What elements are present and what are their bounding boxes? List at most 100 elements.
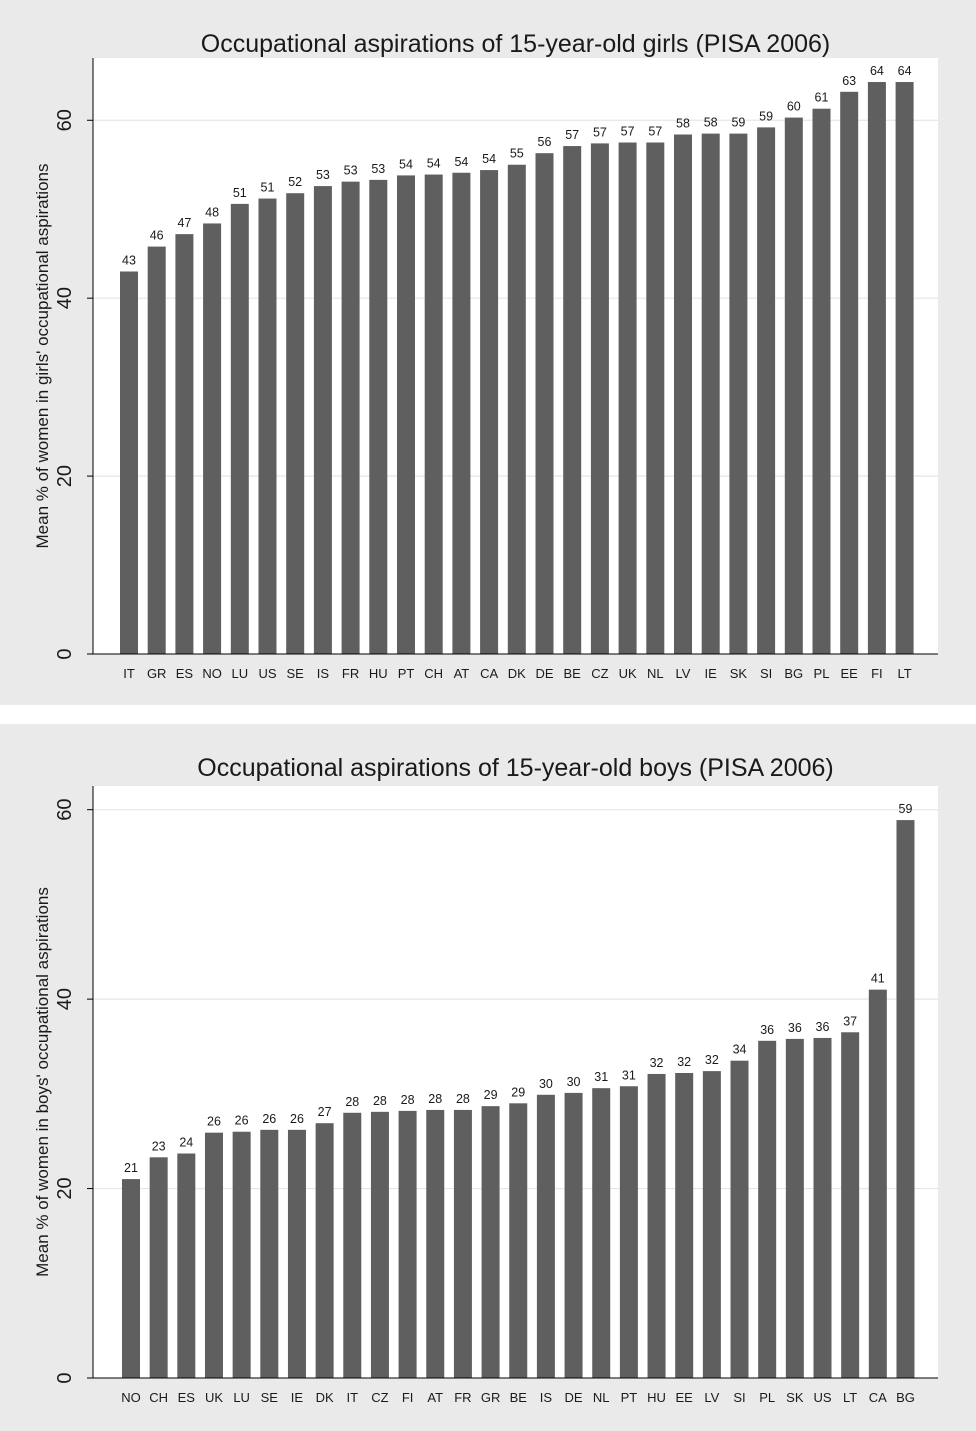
bar-value-label: 63 [842,74,856,88]
bar-value-label: 51 [261,181,275,195]
x-category-label: PL [759,1390,775,1405]
x-category-label: CH [424,666,443,681]
bar [618,142,637,655]
x-category-label: IE [705,666,718,681]
bar-value-label: 60 [787,100,801,114]
bar-value-label: 54 [427,157,441,171]
bar [536,1094,555,1378]
y-tick-label: 20 [54,1177,76,1199]
x-category-label: BE [564,666,582,681]
x-category-label: HU [647,1390,666,1405]
bar [590,143,609,654]
x-category-label: LV [676,666,691,681]
bar [813,1037,832,1378]
bar [398,1110,417,1378]
x-category-label: AT [427,1390,443,1405]
x-category-label: IS [540,1390,553,1405]
bar-value-label: 32 [705,1053,719,1067]
bar [896,820,915,1378]
bar [341,181,360,654]
boys-chart: Occupational aspirations of 15-year-old … [33,754,938,1405]
x-category-label: NO [202,666,222,681]
bar [453,1109,472,1378]
y-axis-label: Mean % of women in girls' occupational a… [33,164,52,549]
bar-value-label: 36 [788,1021,802,1035]
bar-value-label: 58 [676,117,690,131]
bar-value-label: 64 [898,64,912,78]
bar-value-label: 21 [124,1161,138,1175]
bar-value-label: 53 [371,162,385,176]
bar [702,1071,721,1378]
bar-value-label: 43 [122,253,136,267]
x-category-label: FR [454,1390,471,1405]
bar [646,142,665,655]
bar [729,133,748,654]
x-category-label: CZ [371,1390,388,1405]
bar-value-label: 58 [704,116,718,130]
bar-value-label: 57 [648,125,662,139]
bar [204,1132,223,1378]
bar [867,82,886,654]
bar [313,186,332,654]
bar [343,1112,362,1378]
x-category-label: LT [843,1390,857,1405]
bar-value-label: 61 [815,91,829,105]
bar-value-label: 36 [760,1023,774,1037]
bar-value-label: 26 [207,1115,221,1129]
bar [120,271,138,654]
x-category-label: NL [593,1390,610,1405]
bar-value-label: 24 [179,1136,193,1150]
x-category-label: NL [647,666,664,681]
bar-value-label: 52 [288,175,302,189]
x-category-label: UK [619,666,637,681]
bar [509,1103,528,1378]
bar-value-label: 29 [484,1088,498,1102]
bar [674,134,692,655]
bar-value-label: 32 [677,1055,691,1069]
x-category-label: PL [814,666,830,681]
bar [287,1129,306,1378]
chart-title: Occupational aspirations of 15-year-old … [197,754,833,782]
bar [370,1111,389,1378]
x-category-label: SI [760,666,772,681]
x-category-label: EE [841,666,859,681]
x-category-label: ES [176,666,194,681]
bar-value-label: 31 [622,1068,636,1082]
bar-value-label: 59 [899,802,913,816]
chart-title: Occupational aspirations of 15-year-old … [201,30,831,58]
x-category-label: IE [291,1390,304,1405]
x-category-label: IT [346,1390,358,1405]
bar-value-label: 29 [511,1085,525,1099]
bar [175,234,194,654]
bar [812,108,831,655]
x-category-label: SK [730,666,748,681]
bar-value-label: 23 [152,1139,166,1153]
x-category-label: CH [149,1390,168,1405]
bar-value-label: 28 [456,1092,470,1106]
bar [147,246,166,654]
bar-value-label: 28 [373,1094,387,1108]
bar-value-label: 55 [510,147,524,161]
bar [841,1032,860,1378]
bar-value-label: 59 [731,116,745,130]
bar [258,198,277,654]
bar-value-label: 54 [482,152,496,166]
bar [785,1038,804,1378]
x-category-label: PT [621,1390,638,1405]
bar [149,1157,168,1378]
bar-value-label: 54 [454,155,468,169]
x-category-label: ES [178,1390,196,1405]
bar-value-label: 51 [233,186,247,200]
bar-value-label: 26 [290,1112,304,1126]
bar [647,1073,666,1378]
bar [784,117,803,655]
bar-value-label: 57 [621,125,635,139]
bar-value-label: 37 [843,1014,857,1028]
boys-chart-panel: Occupational aspirations of 15-year-old … [0,724,976,1431]
bar [426,1109,445,1378]
x-category-label: GR [481,1390,501,1405]
bar-value-label: 26 [262,1112,276,1126]
x-category-label: LU [233,1390,250,1405]
bar [564,1092,583,1378]
x-category-label: DE [565,1390,583,1405]
